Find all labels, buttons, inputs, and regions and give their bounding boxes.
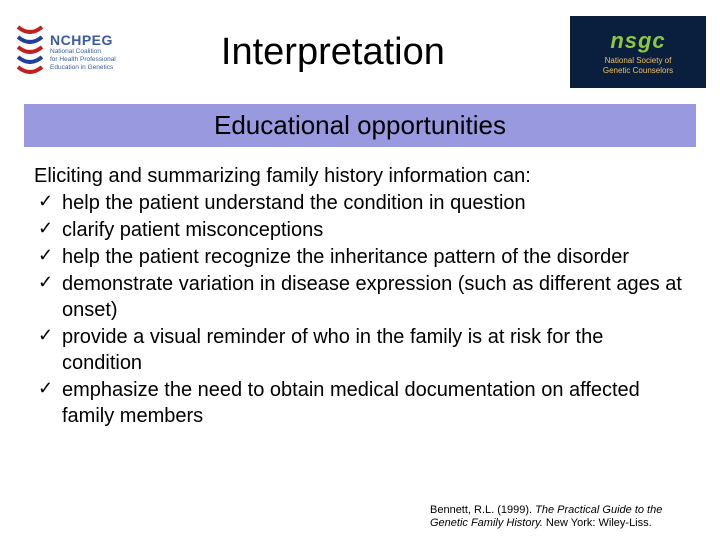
citation-publisher: New York: Wiley-Liss. (543, 517, 652, 529)
bullet-item: help the patient recognize the inheritan… (34, 244, 686, 270)
bullet-item: help the patient understand the conditio… (34, 190, 686, 216)
nsgc-sub: National Society of Genetic Counselors (603, 56, 673, 75)
citation-author: Bennett, R.L. (1999). (430, 504, 535, 516)
bullet-list: help the patient understand the conditio… (34, 190, 686, 429)
intro-text: Eliciting and summarizing family history… (34, 165, 686, 188)
slide-title: Interpretation (96, 31, 570, 74)
nsgc-mark: nsgc (610, 28, 665, 54)
bullet-item: clarify patient misconceptions (34, 217, 686, 243)
header: NCHPEG National Coalition for Health Pro… (0, 0, 720, 100)
nsgc-logo: nsgc National Society of Genetic Counsel… (570, 16, 706, 88)
citation: Bennett, R.L. (1999). The Practical Guid… (430, 504, 700, 530)
helix-icon (14, 23, 46, 81)
bullet-item: emphasize the need to obtain medical doc… (34, 377, 686, 429)
subtitle-band: Educational opportunities (24, 104, 696, 147)
bullet-item: demonstrate variation in disease express… (34, 271, 686, 323)
content-area: Eliciting and summarizing family history… (0, 147, 720, 429)
bullet-item: provide a visual reminder of who in the … (34, 324, 686, 376)
